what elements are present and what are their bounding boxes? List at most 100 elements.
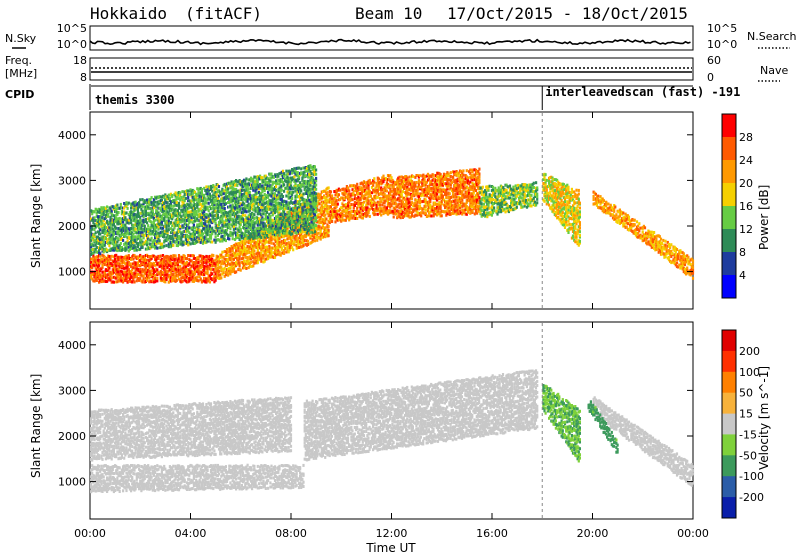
power-point: [527, 190, 530, 194]
power-point: [131, 235, 134, 239]
power-point: [148, 263, 151, 267]
power-point: [457, 212, 460, 216]
power-point: [415, 181, 418, 184]
power-point: [637, 224, 640, 228]
power-point: [112, 223, 115, 226]
power-point: [575, 216, 578, 220]
power-point: [259, 240, 262, 244]
power-point: [99, 279, 102, 282]
power-point: [446, 201, 449, 205]
power-point: [280, 242, 283, 246]
power-point: [384, 177, 387, 180]
power-point: [136, 267, 139, 271]
power-point: [357, 199, 360, 203]
power-point: [147, 230, 150, 234]
power-point: [107, 254, 110, 258]
power-point: [235, 270, 238, 274]
power-point: [457, 171, 460, 175]
power-point: [345, 189, 348, 193]
power-point: [260, 239, 263, 243]
power-point: [424, 201, 427, 205]
power-point: [159, 261, 162, 265]
power-point: [94, 239, 97, 243]
power-point: [565, 208, 568, 212]
power-point: [479, 186, 482, 190]
power-point: [307, 239, 310, 243]
power-point: [150, 201, 153, 205]
power-point: [148, 217, 151, 221]
power-point: [169, 264, 173, 268]
power-point: [418, 198, 422, 201]
power-point: [414, 198, 417, 202]
power-point: [571, 190, 575, 194]
power-point: [406, 193, 409, 197]
power-point: [474, 189, 478, 192]
power-point: [203, 273, 206, 276]
power-point: [397, 176, 400, 180]
power-point: [413, 181, 416, 185]
power-point: [104, 247, 107, 251]
power-point: [323, 210, 326, 214]
power-point: [152, 232, 155, 236]
power-point: [143, 229, 146, 233]
power-point: [429, 183, 432, 186]
power-point: [349, 216, 352, 220]
power-point: [134, 215, 137, 219]
power-point: [297, 246, 301, 249]
power-point: [428, 184, 431, 188]
power-point: [161, 209, 165, 213]
power-point: [267, 224, 270, 228]
power-point: [385, 206, 388, 210]
power-point: [127, 267, 130, 271]
power-point: [497, 186, 500, 190]
power-point: [227, 273, 230, 277]
power-point: [655, 239, 658, 243]
power-point: [143, 224, 146, 228]
power-point: [495, 199, 498, 203]
power-point: [238, 242, 241, 246]
power-point: [393, 188, 396, 191]
power-point: [336, 213, 339, 217]
power-point: [479, 201, 482, 205]
power-point: [663, 247, 666, 251]
power-point: [95, 237, 98, 241]
power-point: [389, 193, 392, 197]
power-point: [439, 173, 442, 177]
power-point: [469, 172, 472, 175]
power-point: [351, 216, 354, 220]
power-point: [158, 246, 161, 250]
power-point: [513, 191, 516, 195]
power-point: [466, 178, 470, 182]
power-point: [251, 238, 254, 242]
power-point: [177, 272, 181, 276]
power-point: [408, 205, 411, 208]
power-point: [653, 246, 656, 250]
power-point: [324, 226, 327, 230]
power-point: [159, 246, 162, 250]
power-point: [122, 276, 125, 280]
power-point: [476, 211, 479, 215]
power-point: [574, 214, 577, 218]
power-point: [166, 238, 169, 241]
power-point: [156, 273, 159, 277]
power-point: [373, 202, 376, 206]
power-point: [494, 191, 497, 195]
power-point: [119, 269, 122, 273]
power-point: [489, 196, 492, 200]
power-point: [481, 185, 484, 189]
power-point: [319, 237, 322, 241]
power-point: [458, 180, 462, 184]
power-point: [256, 254, 259, 258]
power-point: [499, 201, 502, 205]
power-point: [436, 179, 439, 183]
power-point: [236, 242, 239, 246]
power-point: [353, 210, 356, 214]
power-point: [482, 190, 485, 194]
power-point: [577, 188, 580, 192]
power-point: [273, 235, 277, 239]
power-point: [353, 193, 356, 197]
power-point: [563, 212, 567, 216]
power-point: [95, 276, 98, 279]
power-point: [176, 214, 179, 218]
power-point: [383, 201, 386, 205]
